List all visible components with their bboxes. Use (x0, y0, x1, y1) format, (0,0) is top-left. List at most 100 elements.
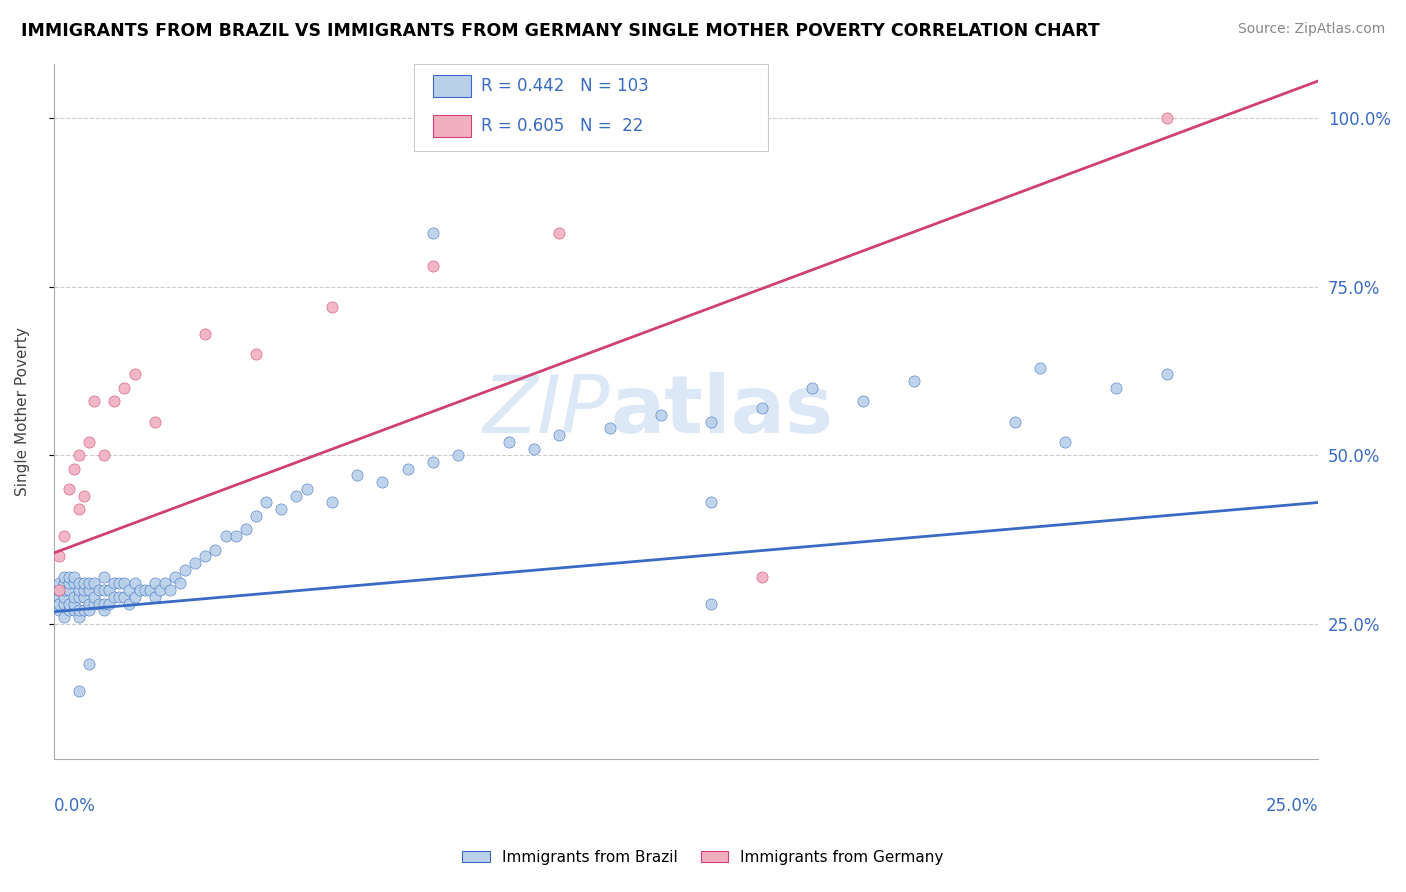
Point (285, 489, 308, 503)
Point (422, 260, 444, 274)
Point (295, 482, 318, 496)
Text: 0.0%: 0.0% (53, 797, 96, 815)
Point (89, 583, 111, 598)
Point (67, 448, 90, 462)
Point (194, 549, 217, 564)
Point (83, 590, 105, 604)
Point (73, 583, 96, 598)
Point (63, 603, 86, 617)
Point (89, 597, 111, 611)
Point (108, 576, 131, 591)
Point (751, 569, 773, 583)
Text: atlas: atlas (610, 373, 834, 450)
Point (1156, 368, 1178, 382)
Point (93, 583, 115, 598)
Point (174, 563, 197, 577)
Point (169, 576, 191, 591)
Point (204, 542, 226, 557)
Point (801, 381, 824, 395)
Point (1004, 415, 1026, 429)
Point (63, 590, 86, 604)
Point (103, 590, 125, 604)
Point (77, 434, 100, 449)
Point (67, 684, 90, 698)
Point (124, 368, 146, 382)
Point (124, 576, 146, 591)
Point (1054, 434, 1077, 449)
Point (254, 495, 277, 509)
Point (1156, 111, 1178, 125)
Point (48, 583, 70, 598)
Point (58, 603, 80, 617)
Point (58, 583, 80, 598)
Point (270, 502, 292, 516)
Legend: Immigrants from Brazil, Immigrants from Germany: Immigrants from Brazil, Immigrants from … (456, 844, 950, 871)
Point (184, 556, 207, 570)
Point (214, 529, 236, 543)
Point (48, 549, 70, 564)
Point (548, 226, 571, 240)
Point (98, 597, 121, 611)
Point (903, 374, 925, 388)
Point (77, 603, 100, 617)
FancyBboxPatch shape (433, 75, 471, 97)
Point (77, 583, 100, 598)
Point (134, 583, 156, 598)
FancyBboxPatch shape (433, 115, 471, 137)
Point (138, 583, 160, 598)
Point (63, 576, 86, 591)
Point (128, 583, 150, 598)
Point (77, 576, 100, 591)
Point (143, 576, 166, 591)
Point (58, 576, 80, 591)
Point (153, 576, 176, 591)
Text: ZIP: ZIP (482, 373, 610, 450)
Point (67, 583, 90, 598)
Point (114, 576, 136, 591)
Point (93, 603, 115, 617)
Point (67, 576, 90, 591)
Point (52, 610, 75, 624)
Point (700, 597, 723, 611)
Text: 25.0%: 25.0% (1265, 797, 1319, 815)
Text: Source: ZipAtlas.com: Source: ZipAtlas.com (1237, 22, 1385, 37)
Point (73, 576, 96, 591)
Point (52, 529, 75, 543)
Point (114, 590, 136, 604)
Point (103, 394, 125, 409)
Point (149, 583, 172, 598)
Point (73, 603, 96, 617)
Point (751, 401, 773, 415)
Point (371, 475, 394, 490)
Point (93, 448, 115, 462)
Point (143, 590, 166, 604)
Point (447, 448, 470, 462)
Point (235, 523, 257, 537)
Point (77, 597, 100, 611)
FancyBboxPatch shape (413, 64, 768, 151)
Point (52, 590, 75, 604)
Point (67, 603, 90, 617)
Point (124, 590, 146, 604)
Point (67, 502, 90, 516)
Point (143, 415, 166, 429)
Point (422, 455, 444, 469)
Point (103, 576, 125, 591)
Point (523, 442, 546, 456)
Point (650, 408, 672, 422)
Point (48, 590, 70, 604)
Point (67, 610, 90, 624)
Point (700, 415, 723, 429)
Point (67, 590, 90, 604)
Text: IMMIGRANTS FROM BRAZIL VS IMMIGRANTS FROM GERMANY SINGLE MOTHER POVERTY CORRELAT: IMMIGRANTS FROM BRAZIL VS IMMIGRANTS FRO… (21, 22, 1099, 40)
Point (48, 603, 70, 617)
Point (58, 597, 80, 611)
Point (498, 434, 520, 449)
Point (346, 468, 368, 483)
Point (48, 597, 70, 611)
Point (83, 576, 105, 591)
Text: R = 0.605   N =  22: R = 0.605 N = 22 (481, 117, 644, 135)
Point (52, 569, 75, 583)
Point (114, 381, 136, 395)
Point (48, 583, 70, 598)
